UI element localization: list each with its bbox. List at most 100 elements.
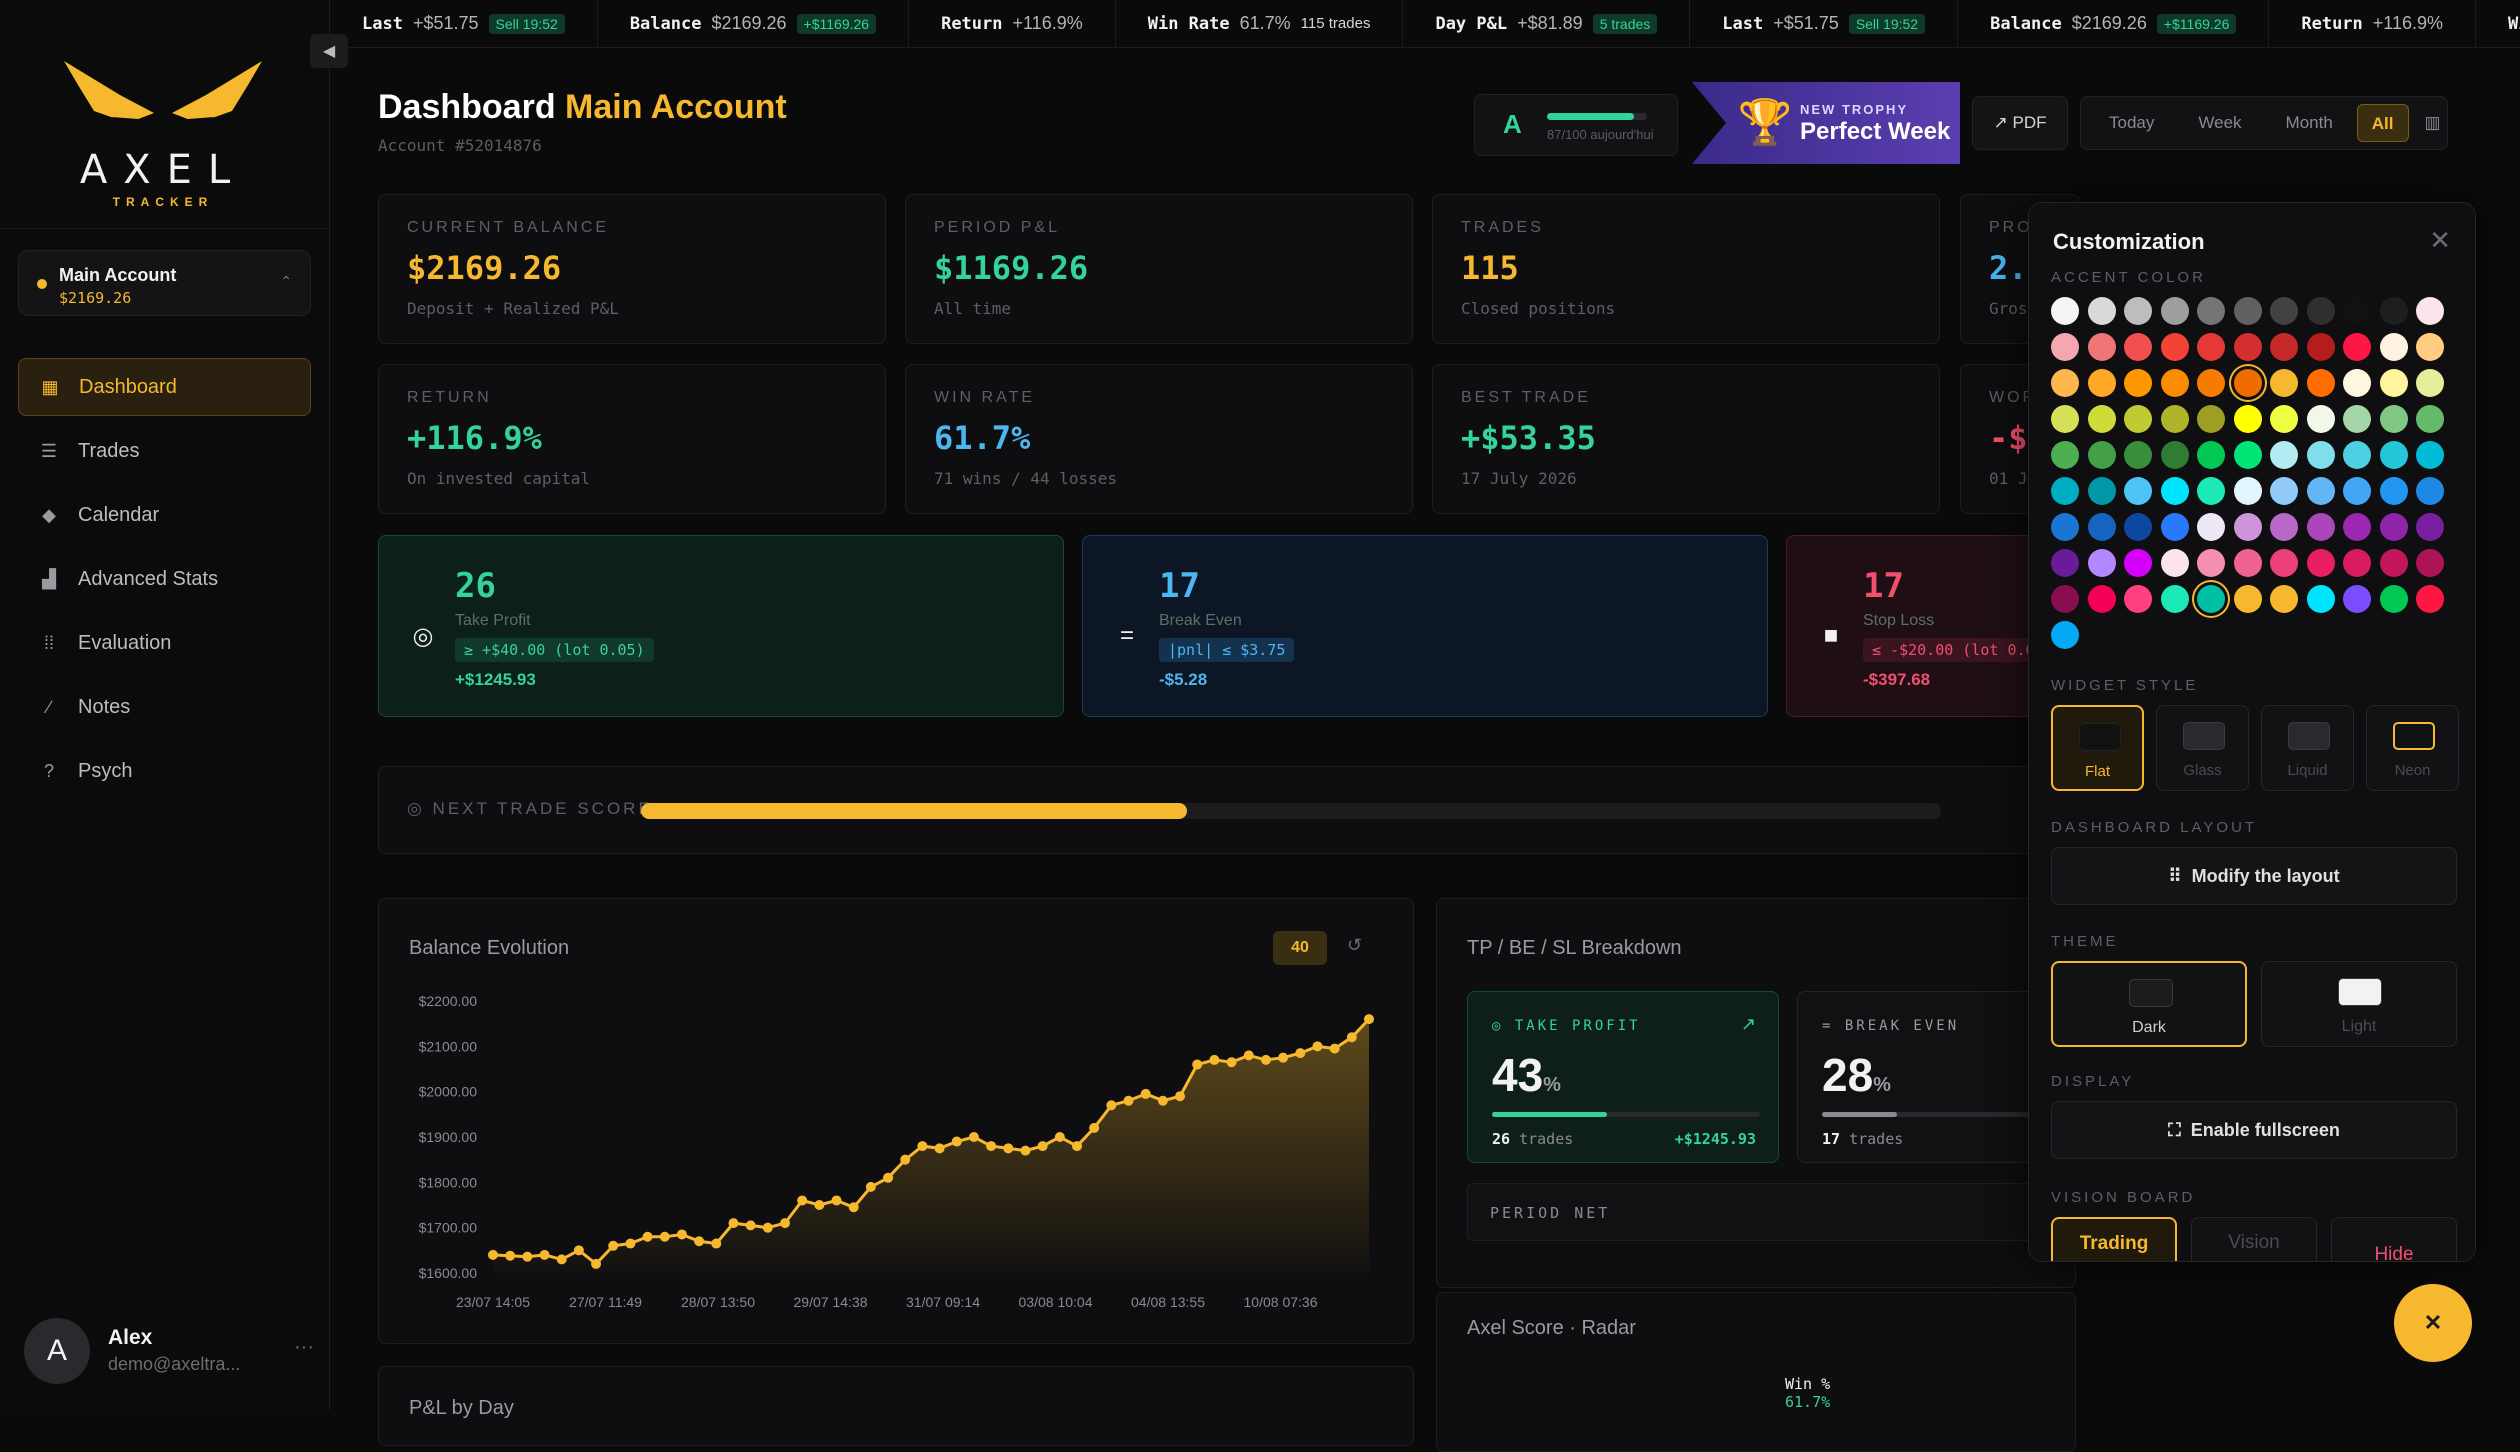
color-swatch[interactable]	[2233, 333, 2262, 361]
user-profile[interactable]: A Alex demo@axeltra... ···	[24, 1318, 314, 1384]
balance-point[interactable]	[659, 1231, 670, 1242]
balance-point[interactable]	[762, 1222, 773, 1233]
color-swatch[interactable]	[2379, 369, 2408, 397]
color-swatch[interactable]	[2343, 369, 2371, 397]
color-swatch[interactable]	[2124, 585, 2152, 613]
color-swatch[interactable]	[2270, 369, 2298, 397]
color-swatch[interactable]	[2306, 369, 2335, 397]
more-icon[interactable]: ···	[294, 1336, 314, 1358]
color-swatch[interactable]	[2233, 513, 2262, 541]
color-swatch[interactable]	[2343, 441, 2371, 469]
color-swatch[interactable]	[2379, 513, 2408, 541]
color-swatch[interactable]	[2051, 477, 2079, 505]
sidebar-item-calendar[interactable]: ◆ Calendar	[18, 486, 311, 544]
color-swatch[interactable]	[2270, 405, 2298, 433]
color-swatch[interactable]	[2197, 549, 2225, 577]
color-swatch[interactable]	[2197, 297, 2225, 325]
balance-point[interactable]	[1106, 1100, 1117, 1111]
color-swatch[interactable]	[2306, 333, 2335, 361]
color-swatch[interactable]	[2270, 477, 2298, 505]
color-swatch[interactable]	[2087, 441, 2116, 469]
color-swatch[interactable]	[2270, 333, 2298, 361]
theme-option-light[interactable]: Light	[2261, 961, 2457, 1047]
color-swatch[interactable]	[2197, 441, 2225, 469]
reload-icon[interactable]: ↺	[1347, 935, 1363, 955]
sidebar-item-notes[interactable]: ∕ Notes	[18, 678, 311, 736]
outcome-card-break-even[interactable]: = 17 Break Even |pnl| ≤ $3.75 -$5.28	[1082, 535, 1768, 717]
balance-point[interactable]	[797, 1195, 808, 1206]
color-swatch[interactable]	[2087, 333, 2116, 361]
color-swatch[interactable]	[2379, 477, 2408, 505]
color-swatch[interactable]	[2087, 477, 2116, 505]
sidebar-item-dashboard[interactable]: ▦ Dashboard	[18, 358, 311, 416]
balance-point[interactable]	[1260, 1054, 1271, 1065]
color-swatch[interactable]	[2379, 405, 2408, 433]
color-swatch[interactable]	[2051, 513, 2079, 541]
color-swatch[interactable]	[2343, 405, 2371, 433]
logo[interactable]: AXEL TRACKER	[58, 55, 268, 209]
color-swatch[interactable]	[2416, 441, 2444, 469]
grid-view-icon[interactable]: ▥	[2424, 113, 2441, 132]
color-swatch[interactable]	[2379, 297, 2408, 325]
balance-point[interactable]	[1054, 1132, 1065, 1142]
balance-point[interactable]	[522, 1251, 533, 1262]
balance-point[interactable]	[780, 1218, 790, 1229]
balance-point[interactable]	[1072, 1141, 1082, 1152]
color-swatch[interactable]	[2306, 549, 2335, 577]
balance-point[interactable]	[505, 1250, 516, 1261]
balance-point[interactable]	[694, 1236, 705, 1247]
balance-point[interactable]	[1175, 1091, 1186, 1102]
color-swatch[interactable]	[2416, 477, 2444, 505]
color-swatch[interactable]	[2124, 513, 2152, 541]
color-swatch[interactable]	[2416, 297, 2444, 325]
color-swatch[interactable]	[2051, 585, 2079, 613]
collapse-sidebar-button[interactable]: ◀	[310, 34, 348, 68]
color-swatch[interactable]	[2416, 369, 2444, 397]
balance-point[interactable]	[1209, 1054, 1220, 1065]
color-swatch[interactable]	[2087, 297, 2116, 325]
color-swatch[interactable]	[2197, 513, 2225, 541]
color-swatch[interactable]	[2160, 297, 2189, 325]
balance-point[interactable]	[1278, 1052, 1289, 1063]
balance-point[interactable]	[728, 1218, 739, 1229]
color-swatch[interactable]	[2051, 369, 2079, 397]
outcome-card-take-profit[interactable]: ◎ 26 Take Profit ≥ +$40.00 (lot 0.05) +$1245…	[378, 535, 1064, 717]
balance-point[interactable]	[608, 1240, 619, 1251]
color-swatch[interactable]	[2197, 585, 2225, 613]
period-all[interactable]: All	[2356, 104, 2409, 142]
color-swatch[interactable]	[2124, 441, 2152, 469]
close-icon[interactable]: ✕	[2429, 225, 2451, 255]
color-swatch[interactable]	[2124, 369, 2152, 397]
modify-layout-button[interactable]: ⠿ Modify the layout	[2051, 847, 2457, 905]
balance-point[interactable]	[883, 1172, 894, 1183]
period-week[interactable]: Week	[2198, 113, 2242, 132]
daily-grade-widget[interactable]: A 87/100 aujourd'hui	[1474, 94, 1678, 156]
balance-point[interactable]	[642, 1231, 653, 1242]
balance-point[interactable]	[625, 1238, 636, 1249]
color-swatch[interactable]	[2233, 297, 2262, 325]
balance-point[interactable]	[1020, 1145, 1031, 1156]
balance-point[interactable]	[848, 1202, 859, 1213]
color-swatch[interactable]	[2306, 405, 2335, 433]
color-swatch[interactable]	[2160, 513, 2189, 541]
balance-point[interactable]	[1157, 1095, 1168, 1106]
balance-point[interactable]	[1192, 1059, 1203, 1070]
color-swatch[interactable]	[2197, 369, 2225, 397]
style-option-flat[interactable]: Flat	[2051, 705, 2144, 791]
color-swatch[interactable]	[2270, 297, 2298, 325]
balance-point[interactable]	[968, 1132, 979, 1142]
color-swatch[interactable]	[2087, 369, 2116, 397]
balance-point[interactable]	[831, 1195, 842, 1206]
color-swatch[interactable]	[2160, 549, 2189, 577]
color-swatch[interactable]	[2124, 297, 2152, 325]
sidebar-item-evaluation[interactable]: ⁞⁞ Evaluation	[18, 614, 311, 672]
balance-point[interactable]	[556, 1254, 567, 1265]
sidebar-item-advanced-stats[interactable]: ▟ Advanced Stats	[18, 550, 311, 608]
color-swatch[interactable]	[2416, 405, 2444, 433]
balance-point[interactable]	[1123, 1095, 1134, 1106]
color-swatch[interactable]	[2160, 585, 2189, 613]
color-swatch[interactable]	[2087, 405, 2116, 433]
color-swatch[interactable]	[2343, 549, 2371, 577]
color-swatch[interactable]	[2416, 333, 2444, 361]
color-swatch[interactable]	[2270, 585, 2298, 613]
